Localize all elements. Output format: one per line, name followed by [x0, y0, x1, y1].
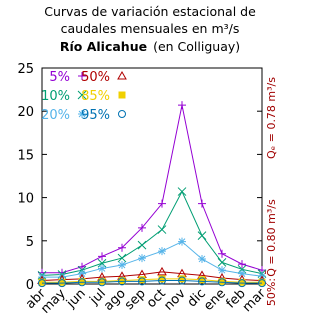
marker	[118, 277, 126, 285]
marker	[178, 276, 186, 285]
marker	[118, 243, 126, 252]
marker	[137, 240, 147, 250]
marker	[198, 199, 206, 208]
marker	[118, 277, 126, 286]
marker	[98, 264, 106, 273]
marker	[217, 258, 227, 267]
marker	[78, 277, 86, 285]
marker	[138, 277, 146, 286]
marker	[158, 276, 166, 285]
legend-label: 10%	[41, 89, 70, 104]
marker	[78, 278, 86, 287]
marker	[58, 279, 66, 288]
marker	[197, 231, 207, 240]
marker	[38, 278, 46, 286]
marker	[218, 266, 226, 275]
legend-marker	[77, 90, 87, 100]
marker	[158, 247, 166, 256]
legend-marker	[78, 72, 86, 80]
marker	[237, 264, 247, 274]
y-tick-label: 20	[17, 105, 34, 120]
marker	[98, 252, 106, 261]
marker	[98, 277, 106, 285]
marker	[178, 275, 186, 283]
plot-frame	[41, 67, 263, 285]
marker	[178, 101, 186, 110]
marker	[198, 277, 206, 286]
marker	[58, 278, 66, 286]
legend-label: 95%	[81, 108, 110, 123]
marker	[218, 278, 226, 287]
marker	[138, 276, 146, 284]
marker	[218, 277, 226, 285]
marker	[238, 278, 246, 286]
series-line	[42, 241, 263, 278]
legend-marker	[118, 91, 126, 99]
marker	[238, 279, 246, 288]
y-tick-label: 5	[26, 235, 34, 250]
marker	[238, 269, 246, 278]
marker	[198, 254, 206, 263]
marker	[38, 279, 46, 288]
legend-marker	[78, 110, 86, 118]
legend-label: 20%	[41, 108, 70, 123]
legend-marker	[117, 70, 127, 80]
subtitle-rest: (en Colliguay)	[153, 39, 240, 54]
marker	[138, 223, 146, 232]
annotation: Q̄ = 0.80 m³/s	[265, 199, 278, 277]
legend-marker	[118, 110, 126, 118]
marker	[118, 260, 126, 269]
title-line: Curvas de variación estacional de	[44, 4, 256, 19]
marker	[178, 237, 186, 246]
marker	[238, 260, 246, 269]
subtitle: Río Alicahue (en Colliguay)	[60, 39, 240, 54]
series-line	[41, 190, 263, 276]
marker	[158, 199, 166, 208]
marker	[158, 275, 166, 283]
marker	[58, 273, 66, 282]
title-line: caudales mensuales en m³/s	[61, 21, 240, 36]
legend-label: 85%	[81, 89, 110, 104]
marker	[138, 254, 146, 263]
annotation: 50%:	[265, 278, 278, 306]
y-tick-label: 15	[17, 148, 34, 163]
marker	[117, 253, 127, 263]
y-tick-label: 25	[17, 62, 34, 77]
marker	[98, 278, 106, 287]
marker	[218, 249, 226, 258]
y-tick-label: 0	[26, 278, 34, 293]
marker	[157, 266, 167, 276]
annotation: Qₑ = 0.78 m³/s	[265, 77, 278, 159]
chart: Curvas de variación estacional de caudal…	[17, 4, 278, 317]
marker	[258, 279, 266, 288]
marker	[78, 269, 86, 278]
marker	[258, 278, 266, 286]
marker	[157, 225, 167, 234]
legend-label: 5%	[49, 70, 70, 85]
marker	[78, 262, 86, 271]
marker	[198, 276, 206, 284]
subtitle-bold: Río Alicahue	[60, 39, 147, 54]
marker	[177, 187, 187, 196]
series-line	[42, 105, 263, 274]
legend-label: 50%	[81, 70, 110, 85]
x-tick-label: jun	[63, 286, 89, 312]
y-tick-label: 10	[17, 192, 34, 207]
